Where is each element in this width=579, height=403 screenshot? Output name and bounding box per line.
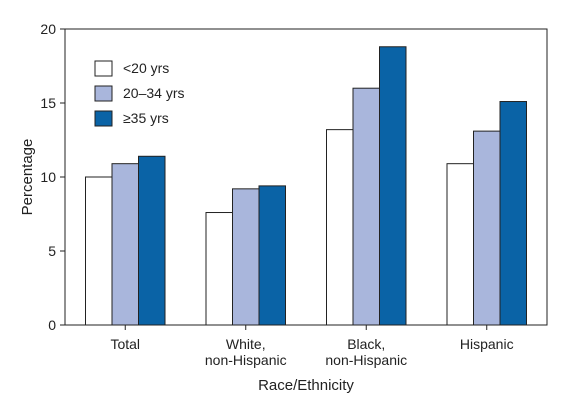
bar bbox=[85, 176, 113, 326]
y-tick-label: 15 bbox=[40, 95, 56, 111]
bar bbox=[232, 188, 260, 326]
bar bbox=[379, 46, 407, 326]
y-tick-label: 0 bbox=[48, 317, 56, 333]
bar bbox=[446, 163, 474, 326]
legend-swatch bbox=[94, 110, 113, 127]
legend-swatch bbox=[94, 85, 113, 102]
x-tick-label: Hispanic bbox=[460, 336, 514, 352]
bar bbox=[352, 87, 380, 326]
y-axis-title: Percentage bbox=[19, 139, 36, 216]
y-tick-label: 10 bbox=[40, 169, 56, 185]
bar bbox=[326, 129, 354, 326]
y-tick-label: 5 bbox=[48, 243, 56, 259]
y-axis: 0 5 10 15 20 bbox=[40, 21, 65, 333]
x-tick-label: White, non-Hispanic bbox=[205, 336, 287, 368]
bar bbox=[473, 130, 501, 326]
legend-swatch bbox=[94, 60, 113, 77]
x-axis: Total White, non-Hispanic Black, non-Hispani… bbox=[110, 325, 514, 368]
x-axis-title: Race/Ethnicity bbox=[258, 377, 354, 394]
bar bbox=[205, 212, 233, 326]
bar bbox=[499, 101, 527, 326]
bar bbox=[258, 185, 286, 326]
x-tick-label: Total bbox=[110, 336, 140, 352]
x-tick-label: Black, non-Hispanic bbox=[325, 336, 407, 368]
legend-label: ≥35 yrs bbox=[123, 110, 169, 126]
legend-label: <20 yrs bbox=[123, 60, 169, 76]
legend: <20 yrs 20–34 yrs ≥35 yrs bbox=[94, 60, 184, 127]
legend-label: 20–34 yrs bbox=[123, 85, 184, 101]
y-tick-label: 20 bbox=[40, 21, 56, 37]
bar bbox=[111, 163, 139, 326]
bar bbox=[138, 155, 166, 326]
